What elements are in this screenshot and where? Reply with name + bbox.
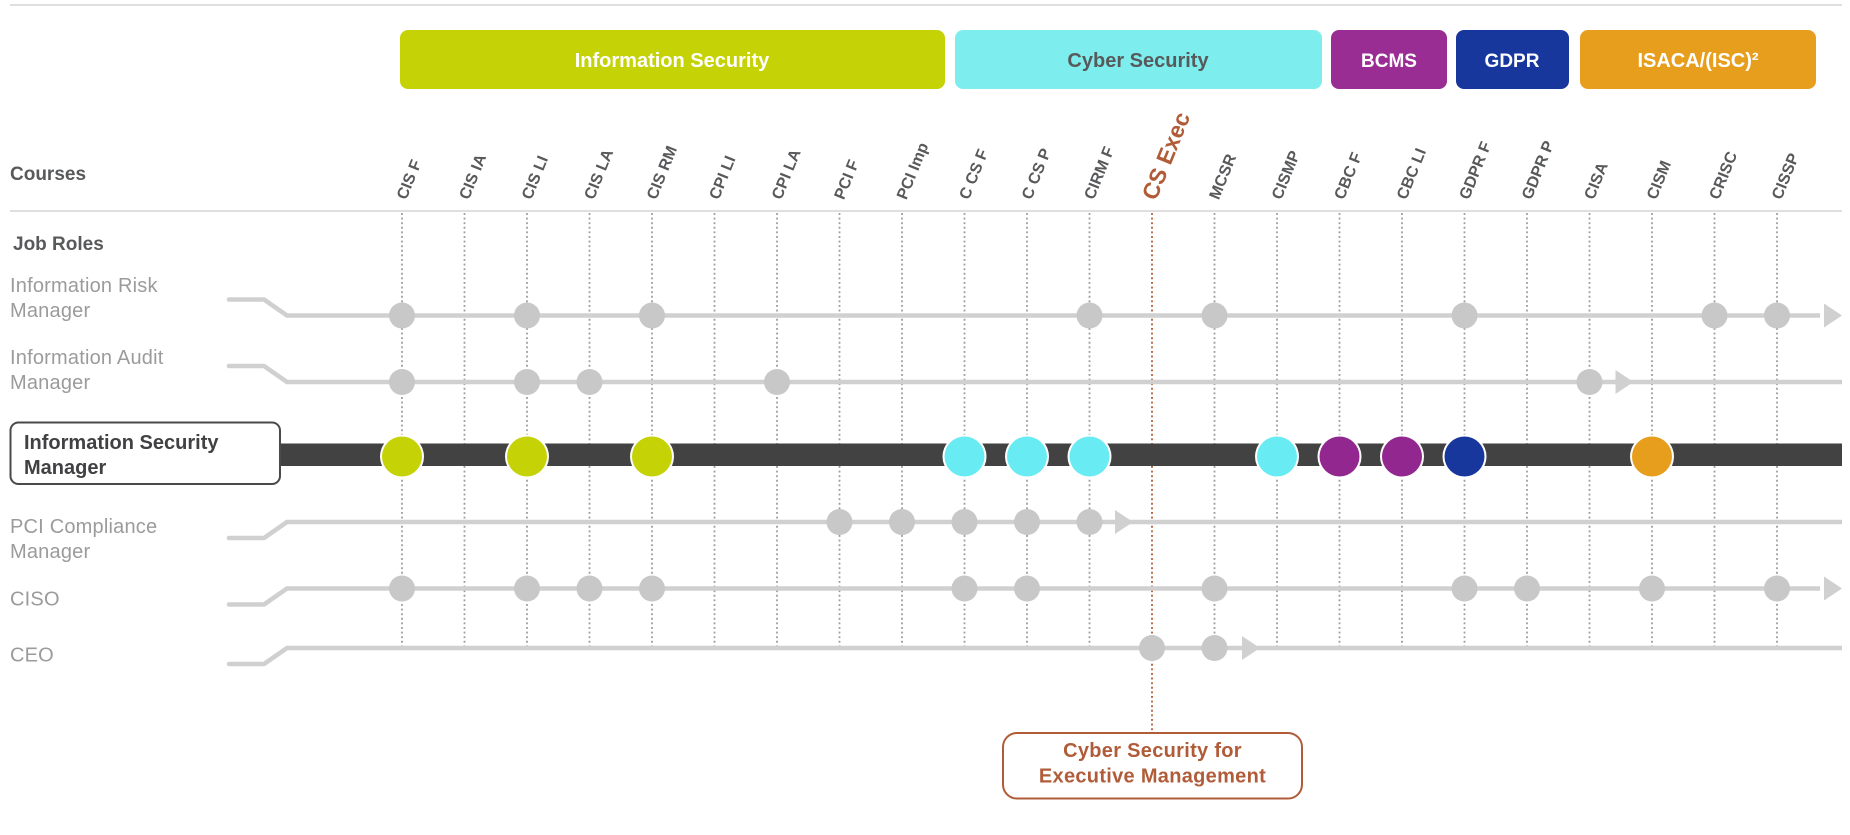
svg-text:Manager: Manager [10, 541, 90, 563]
svg-text:CEO: CEO [10, 645, 54, 667]
svg-text:Information Audit: Information Audit [10, 347, 164, 369]
svg-text:Information Risk: Information Risk [10, 275, 158, 297]
svg-text:Information Security: Information Security [575, 50, 770, 72]
svg-text:Manager: Manager [24, 457, 106, 479]
svg-text:Cyber Security for: Cyber Security for [1063, 740, 1242, 762]
svg-text:BCMS: BCMS [1361, 51, 1417, 72]
svg-text:GDPR: GDPR [1485, 51, 1540, 72]
svg-text:CISO: CISO [10, 589, 60, 611]
svg-text:Manager: Manager [10, 372, 90, 394]
svg-text:PCI Compliance: PCI Compliance [10, 516, 157, 538]
svg-text:Courses: Courses [10, 164, 86, 185]
svg-text:Executive Management: Executive Management [1039, 766, 1266, 788]
svg-text:ISACA/(ISC)²: ISACA/(ISC)² [1637, 50, 1758, 72]
svg-text:Cyber Security: Cyber Security [1067, 50, 1209, 72]
svg-text:Manager: Manager [10, 300, 90, 322]
svg-text:Information Security: Information Security [24, 432, 219, 454]
svg-text:Job Roles: Job Roles [13, 234, 104, 255]
